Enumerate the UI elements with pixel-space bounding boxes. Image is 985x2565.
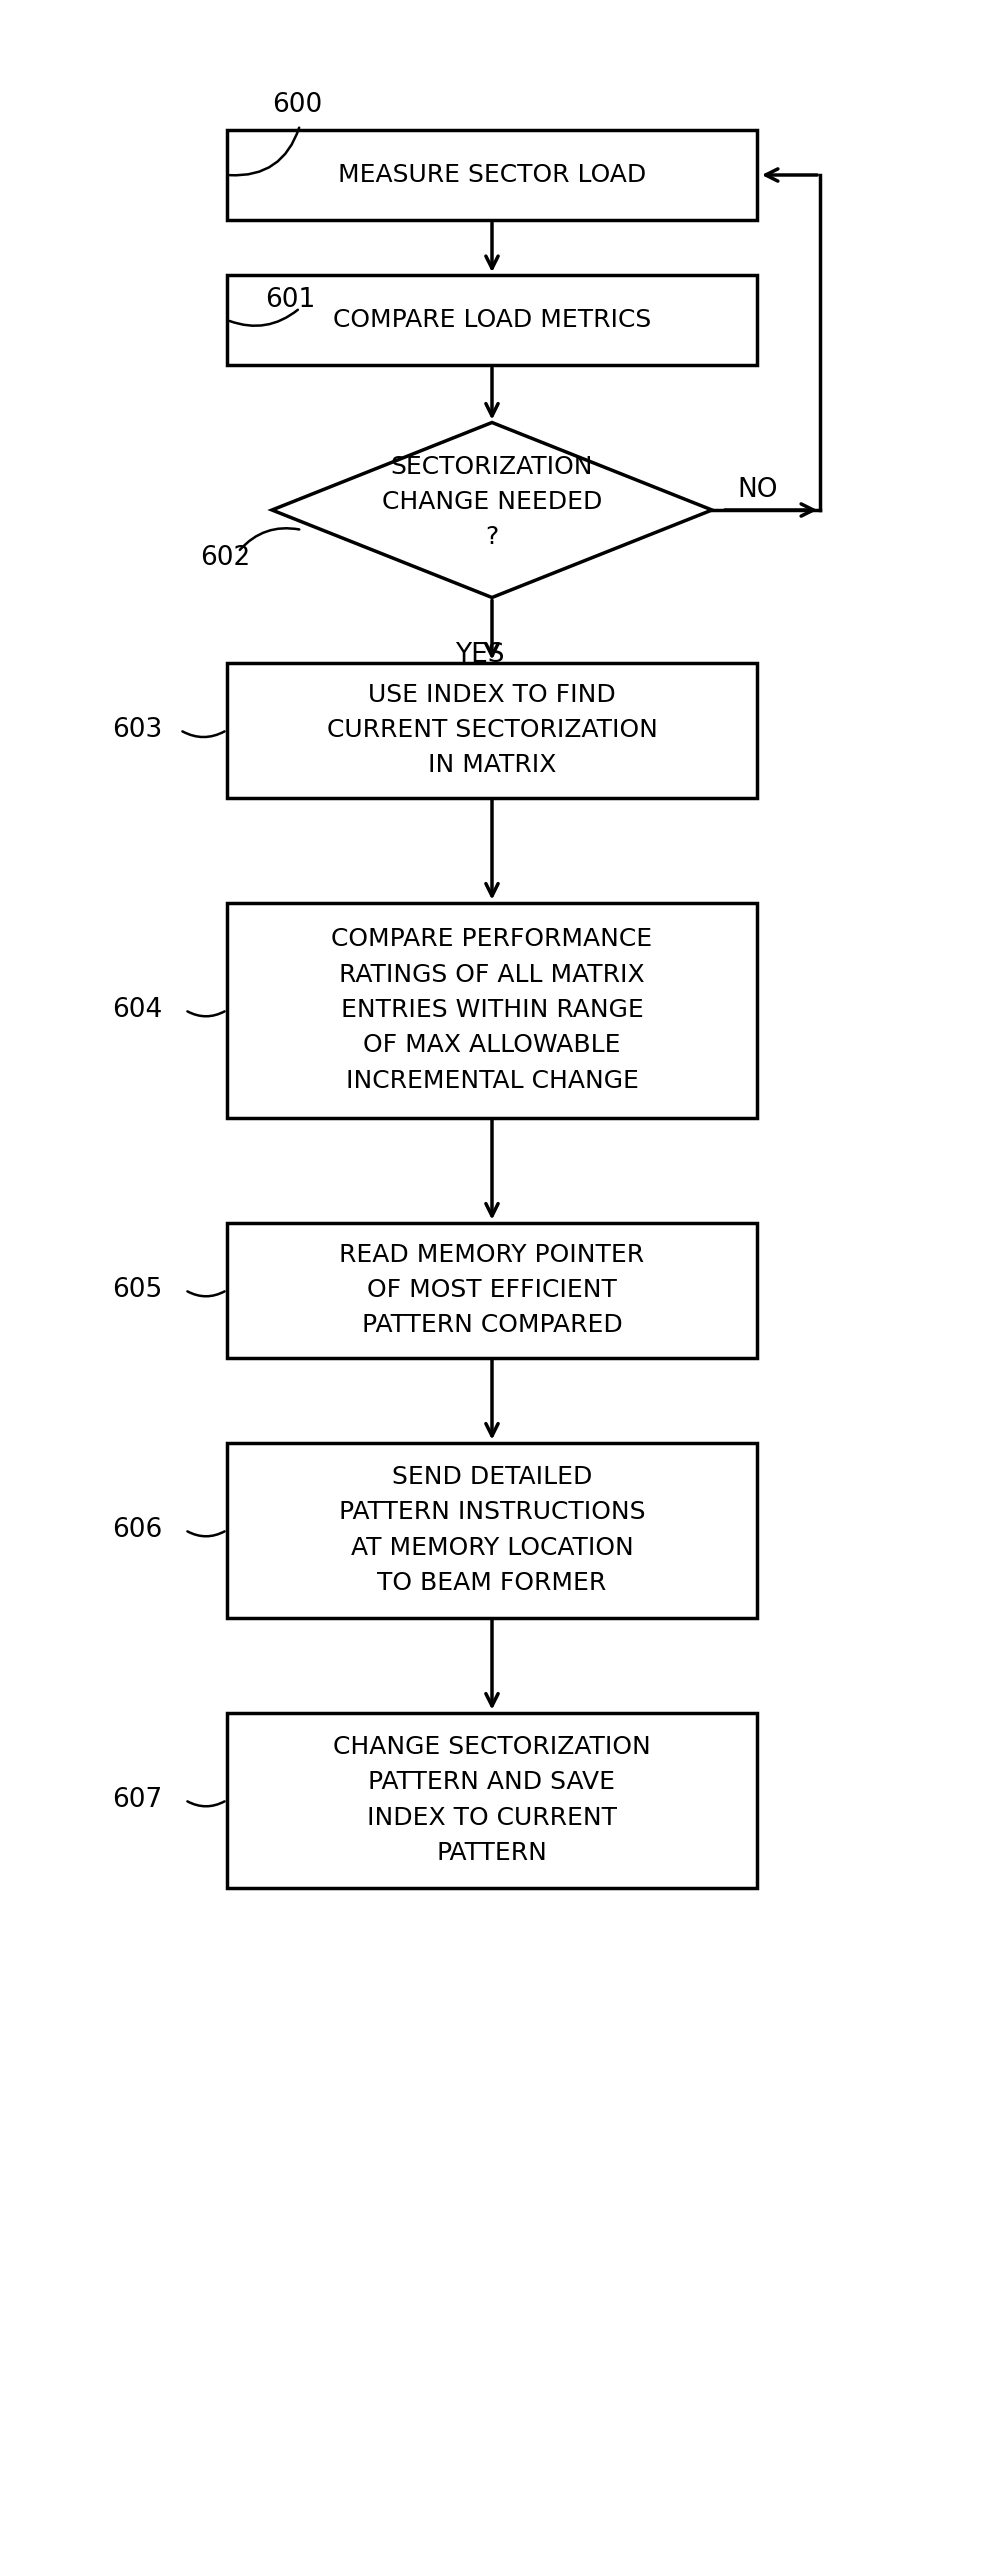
Text: SEND DETAILED
PATTERN INSTRUCTIONS
AT MEMORY LOCATION
TO BEAM FORMER: SEND DETAILED PATTERN INSTRUCTIONS AT ME… (339, 1465, 645, 1595)
Text: 602: 602 (200, 544, 250, 572)
Text: 605: 605 (112, 1277, 163, 1303)
Text: COMPARE PERFORMANCE
RATINGS OF ALL MATRIX
ENTRIES WITHIN RANGE
OF MAX ALLOWABLE
: COMPARE PERFORMANCE RATINGS OF ALL MATRI… (331, 926, 652, 1093)
Text: CHANGE SECTORIZATION
PATTERN AND SAVE
INDEX TO CURRENT
PATTERN: CHANGE SECTORIZATION PATTERN AND SAVE IN… (333, 1734, 651, 1865)
Text: COMPARE LOAD METRICS: COMPARE LOAD METRICS (333, 308, 651, 331)
Bar (227, 662, 757, 798)
Bar (227, 1224, 757, 1357)
Text: 607: 607 (112, 1788, 163, 1813)
Text: 603: 603 (112, 718, 163, 744)
Text: 600: 600 (272, 92, 322, 118)
Text: READ MEMORY POINTER
OF MOST EFFICIENT
PATTERN COMPARED: READ MEMORY POINTER OF MOST EFFICIENT PA… (340, 1241, 644, 1336)
Text: 604: 604 (112, 998, 163, 1023)
Bar (227, 274, 757, 364)
Polygon shape (272, 423, 712, 598)
Bar (227, 1442, 757, 1619)
Text: NO: NO (737, 477, 777, 503)
Text: YES: YES (455, 641, 504, 667)
Text: SECTORIZATION
CHANGE NEEDED
?: SECTORIZATION CHANGE NEEDED ? (382, 454, 602, 549)
Text: USE INDEX TO FIND
CURRENT SECTORIZATION
IN MATRIX: USE INDEX TO FIND CURRENT SECTORIZATION … (327, 682, 657, 777)
Bar (227, 903, 757, 1118)
Bar (227, 131, 757, 221)
Text: 606: 606 (112, 1516, 163, 1544)
Text: 601: 601 (265, 287, 315, 313)
Text: MEASURE SECTOR LOAD: MEASURE SECTOR LOAD (338, 164, 646, 187)
Bar (227, 1713, 757, 1888)
